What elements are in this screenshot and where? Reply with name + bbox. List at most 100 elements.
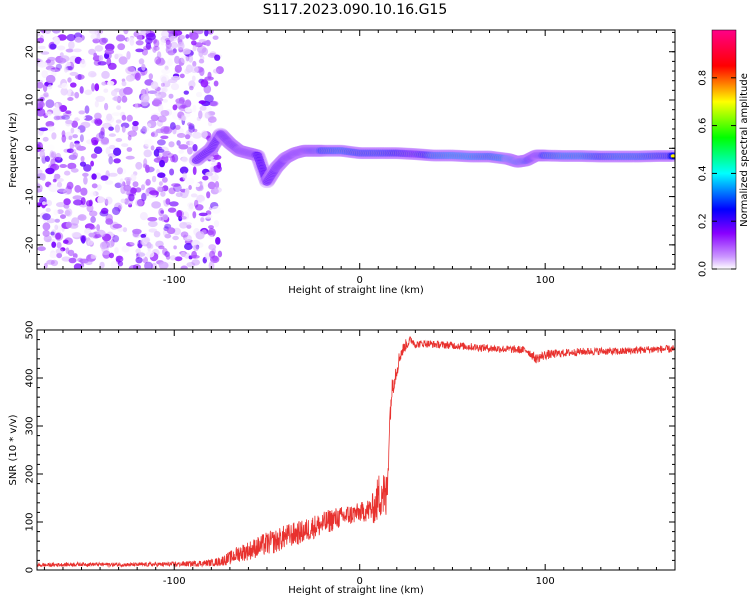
spectrogram-cell [42,213,51,221]
spectrogram-cell [60,247,66,252]
spectrogram-cell [63,112,72,117]
spectrogram-cell [42,222,51,231]
spectrogram-cell [137,32,143,42]
snr-x-tick-label: 100 [536,576,555,587]
spectrogram-cell [200,217,205,223]
spectrogram-cell [112,235,120,243]
snr-y-tick-label: 100 [25,512,36,531]
spectrogram-cell [149,166,154,171]
spectrogram-cell [167,58,174,67]
spectrogram-cell [97,61,107,66]
spectrogram-cell [143,149,152,158]
spectrogram-cell [113,95,123,102]
spectrogram-cell [51,30,61,34]
spectrogram-cell [92,38,100,44]
spectrogram-cell [151,175,157,183]
spectrogram-cell [55,115,66,120]
spectrogram-cell [159,159,165,168]
spectrogram-cell [115,138,123,142]
spectrogram-cell [72,195,83,200]
spectrogram-cell [206,64,213,71]
spectrogram-cell [185,34,190,39]
spectrogram-cell [96,229,106,238]
spectrogram-cell [56,181,63,188]
spectrogram-cell [214,181,220,189]
spectrogram-cell [176,133,186,138]
snr-line-0 [37,336,675,568]
snr-series [37,336,675,568]
spectrogram-cell [156,51,162,60]
spectrogram-cell [180,265,188,269]
spectrogram-cell [147,119,157,129]
snr-y-tick-label: 200 [25,464,36,483]
spectrogram-cell [140,233,147,239]
spectrogram-cell [194,199,199,208]
spectrogram-cell [50,231,55,236]
spectrogram-cell [56,202,66,208]
spectrogram-cell [108,133,116,137]
spectrogram-cell [128,265,139,269]
spectrogram-cell [207,230,214,236]
spectrogram-cell [181,156,189,163]
spectrogram-cell [198,50,204,57]
spectrogram-cell [132,181,139,188]
spectrogram-cell [192,144,198,152]
spectrogram-cell [77,214,87,221]
spectrogram-cell [108,126,114,131]
spectrogram-cell [101,81,107,86]
colorbar-tick-label: 0.8 [698,70,709,86]
spectrogram-cell [105,43,115,51]
spectrogram-cell [169,35,177,42]
spectrogram-cell [104,48,115,55]
spectrogram-cell [153,39,160,48]
figure-title: S117.2023.090.10.16.G15 [263,2,448,18]
spectrogram-cell [39,150,46,158]
colorbar-tick-label: 0.6 [698,118,709,134]
spectrogram-cell [63,170,71,176]
spectrogram-cell [135,161,143,170]
spectrogram-cell [101,70,110,79]
spectrogram-cell [143,158,148,167]
spectrogram-cell [172,111,181,120]
spectrogram-cell [79,86,84,94]
spectrogram-cell [61,82,68,89]
spectrogram-x-tick-label: -100 [163,275,186,286]
spectrogram-cell [158,103,164,113]
spectrogram-cell [55,248,64,255]
spectrogram-y-tick-label: -20 [25,237,36,253]
spectrogram-cell [119,178,124,187]
spectrogram-cell [174,124,181,130]
spectrogram-cell [70,148,77,155]
spectrogram-cell [198,39,207,43]
spectrogram-cell [174,64,182,73]
spectrogram-cell [145,32,156,41]
spectrogram-cell [167,30,176,34]
spectrogram-cell [195,204,204,211]
spectrogram-cell [121,114,127,121]
spectrogram-cell [200,130,208,139]
spectrogram-cell [164,233,172,239]
spectrogram-cell [158,216,163,221]
spectrogram-cell [107,62,117,70]
spectrogram-cell [174,55,180,64]
spectrogram-cell [184,242,193,251]
spectrogram-cell [64,131,74,140]
spectrogram-cell [98,131,105,139]
spectrogram-cell [206,191,211,199]
spectrogram-cell [172,235,179,241]
spectrogram-cell [91,183,98,189]
spectrogram-cell [117,43,126,51]
spectrogram-cell [101,250,111,256]
spectrogram-cell [61,114,70,120]
spectrogram-cell [207,181,216,190]
spectrogram-cell [190,65,199,74]
spectrogram-cell [74,91,80,99]
spectrogram-cell [187,122,192,127]
spectrogram-cell [187,205,195,212]
spectrogram-cell [63,188,72,195]
spectrogram-cell [51,151,57,158]
spectrogram-cell [101,207,109,214]
spectrogram-cell [185,134,191,140]
spectrogram-cell [152,46,157,53]
